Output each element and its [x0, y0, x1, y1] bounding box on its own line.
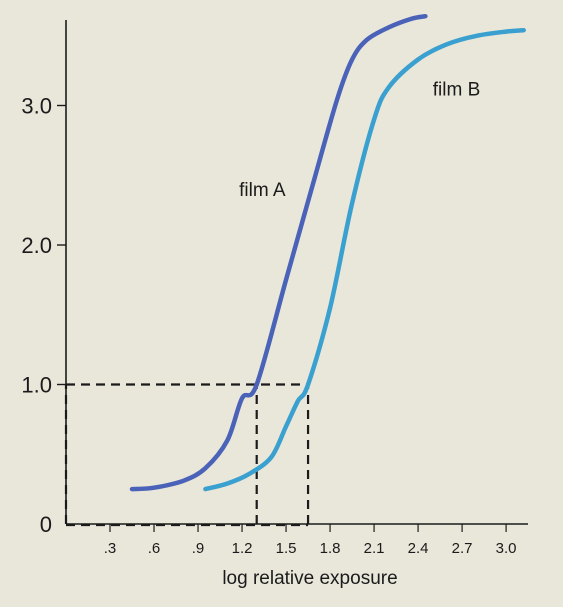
series-line-film-a	[129, 13, 428, 492]
x-tick-label: 1.2	[232, 540, 253, 557]
labels: film A film B	[239, 80, 480, 201]
x-tick-label: 2.4	[408, 540, 429, 557]
x-tick-label: .6	[148, 540, 161, 557]
x-tick-label: 3.0	[496, 540, 517, 557]
axes: 0 1.0 2.0 3.0 .3 .6 .9 1.2 1.5 1.8 2.1 2.4 2.7 3.0	[21, 20, 528, 557]
x-tick-label: 2.7	[452, 540, 473, 557]
x-tick-label: .9	[192, 540, 205, 557]
x-tick-label: 2.1	[364, 540, 385, 557]
y-tick-label: 3.0	[21, 94, 52, 119]
x-tick-label: 1.8	[320, 540, 341, 557]
y-tick-label: 1.0	[21, 373, 52, 398]
series-label: film A	[239, 180, 286, 201]
x-tick-label: 1.5	[276, 540, 297, 557]
x-tick-label: .3	[104, 540, 117, 557]
y-tick-label: 0	[40, 512, 52, 537]
x-axis-title: log relative exposure	[222, 568, 397, 589]
y-tick-label: 2.0	[21, 233, 52, 258]
series-line-film-b	[203, 27, 526, 492]
series-lines	[129, 13, 526, 492]
series-label: film B	[433, 80, 481, 101]
